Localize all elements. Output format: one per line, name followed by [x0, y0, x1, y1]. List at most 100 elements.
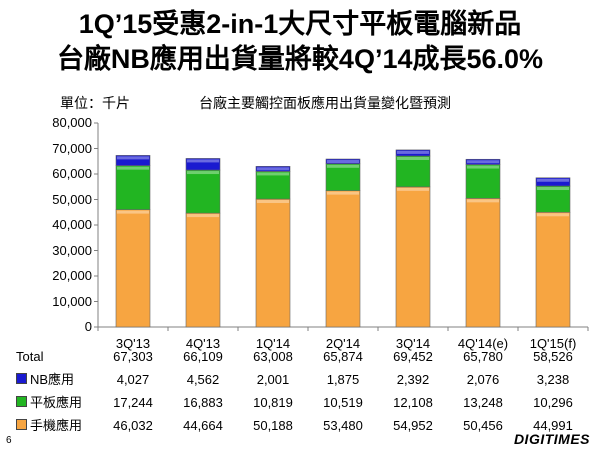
- unit-label: 單位：千片: [60, 95, 130, 111]
- bar-segment-phone: [325, 190, 361, 328]
- bar-segment-highlight: [187, 171, 219, 175]
- bar-segment-nb: [535, 177, 571, 187]
- bar-segment-tablet: [255, 171, 291, 200]
- bar-segment-highlight: [537, 178, 569, 182]
- y-tick-label: 40,000: [52, 217, 92, 232]
- bar-segment-highlight: [117, 166, 149, 170]
- table-cell-nb: 2,001: [256, 372, 290, 387]
- legend-swatch-nb: [16, 373, 27, 384]
- bar-segment-phone: [255, 198, 291, 328]
- bar-segment-tablet: [395, 155, 431, 188]
- bar-segment-phone: [465, 198, 501, 328]
- table-cell-nb: 2,392: [396, 372, 430, 387]
- legend-label-tablet: 平板應用: [30, 395, 83, 410]
- bar-segment-highlight: [117, 210, 149, 214]
- bar-segment-tablet: [185, 169, 221, 214]
- bar-segment-highlight: [467, 199, 499, 203]
- table-cell-tablet: 16,883: [183, 395, 223, 410]
- page-number: 6: [6, 435, 12, 446]
- bar-segment-highlight: [397, 150, 429, 154]
- bar-segment-highlight: [397, 156, 429, 160]
- table-cell-tablet: 10,296: [533, 395, 573, 410]
- bar-segment-highlight: [467, 165, 499, 169]
- bar-segment-highlight: [327, 164, 359, 168]
- table-cell-phone: 53,480: [323, 418, 363, 433]
- table-cell-total: 67,303: [113, 349, 153, 364]
- bar-segment-phone: [535, 211, 571, 328]
- table-cell-total: 63,008: [253, 349, 293, 364]
- x-category-label: 4Q'14(e): [457, 336, 509, 351]
- table-cell-phone: 54,952: [393, 418, 433, 433]
- digitimes-logo: DIGITIMES: [513, 431, 590, 447]
- x-category-label: 3Q'14: [395, 336, 431, 351]
- table-row-label-tablet: 平板應用: [16, 395, 82, 411]
- legend-label-nb: NB應用: [30, 372, 75, 387]
- table-cell-nb: 4,562: [186, 372, 220, 387]
- x-category-label: 1Q'15(f): [529, 336, 577, 351]
- table-cell-total: 58,526: [533, 349, 573, 364]
- bar-segment-phone: [395, 186, 431, 328]
- bar-segment-tablet: [535, 185, 571, 213]
- y-tick-label: 80,000: [52, 115, 92, 130]
- chart-title: 台廠主要觸控面板應用出貨量變化暨預測: [199, 95, 451, 111]
- table-cell-phone: 50,456: [463, 418, 503, 433]
- table-cell-tablet: 10,819: [253, 395, 293, 410]
- legend-swatch-tablet: [16, 396, 27, 407]
- bar-segment-highlight: [397, 187, 429, 191]
- legend-label-total: Total: [16, 349, 44, 364]
- bar-segment-highlight: [117, 156, 149, 160]
- bar-segment-highlight: [257, 167, 289, 171]
- bar-segment-tablet: [325, 163, 361, 191]
- bar-segment-phone: [185, 212, 221, 328]
- x-category-label: 4Q'13: [185, 336, 221, 351]
- legend-swatch-phone: [16, 419, 27, 430]
- table-cell-phone: 50,188: [253, 418, 293, 433]
- table-cell-nb: 4,027: [116, 372, 150, 387]
- bar-segment-highlight: [257, 200, 289, 204]
- x-category-label: 2Q'14: [325, 336, 361, 351]
- table-row-label-nb: NB應用: [16, 372, 74, 388]
- y-tick-label: 0: [84, 319, 92, 334]
- bar-segment-nb: [115, 155, 151, 166]
- bar-segment-tablet: [465, 164, 501, 199]
- table-cell-total: 66,109: [183, 349, 223, 364]
- x-category-label: 3Q'13: [115, 336, 151, 351]
- title-line-2: 台廠NB應用出貨量將較4Q’14成長56.0%: [56, 44, 544, 74]
- table-cell-nb: 1,875: [326, 372, 360, 387]
- bar-segment-nb: [185, 158, 221, 171]
- table-row-label-total: Total: [16, 349, 43, 365]
- y-tick-label: 50,000: [52, 191, 92, 207]
- y-tick-label: 20,000: [52, 268, 92, 283]
- title-line-1: 1Q’15受惠2-in-1大尺寸平板電腦新品: [78, 9, 522, 39]
- bar-segment-highlight: [467, 160, 499, 164]
- legend-label-phone: 手機應用: [30, 418, 83, 433]
- table-cell-phone: 44,991: [533, 418, 573, 433]
- y-tick-label: 30,000: [52, 242, 92, 258]
- table-cell-nb: 2,076: [466, 372, 500, 387]
- bar-segment-phone: [115, 209, 151, 328]
- bar-segment-highlight: [327, 160, 359, 164]
- y-tick-label: 60,000: [52, 166, 92, 181]
- table-cell-phone: 46,032: [113, 418, 153, 433]
- table-cell-tablet: 17,244: [113, 395, 153, 410]
- y-tick-label: 70,000: [52, 140, 92, 156]
- table-cell-tablet: 10,519: [323, 395, 363, 410]
- table-cell-total: 65,874: [323, 349, 363, 364]
- table-cell-total: 65,780: [463, 349, 503, 364]
- table-cell-phone: 44,664: [183, 418, 223, 433]
- bar-segment-tablet: [115, 165, 151, 210]
- table-row-label-phone: 手機應用: [16, 418, 82, 434]
- table-cell-nb: 3,238: [536, 372, 570, 387]
- x-category-label: 1Q'14: [255, 336, 291, 351]
- bar-segment-highlight: [537, 213, 569, 217]
- bar-segment-highlight: [327, 191, 359, 195]
- bar-segment-highlight: [187, 214, 219, 218]
- table-cell-total: 69,452: [393, 349, 433, 364]
- bar-segment-highlight: [537, 187, 569, 191]
- y-tick-label: 10,000: [52, 293, 92, 309]
- table-cell-tablet: 12,108: [393, 395, 433, 410]
- table-cell-tablet: 13,248: [463, 395, 503, 410]
- bar-segment-highlight: [187, 159, 219, 163]
- bar-segment-highlight: [257, 172, 289, 176]
